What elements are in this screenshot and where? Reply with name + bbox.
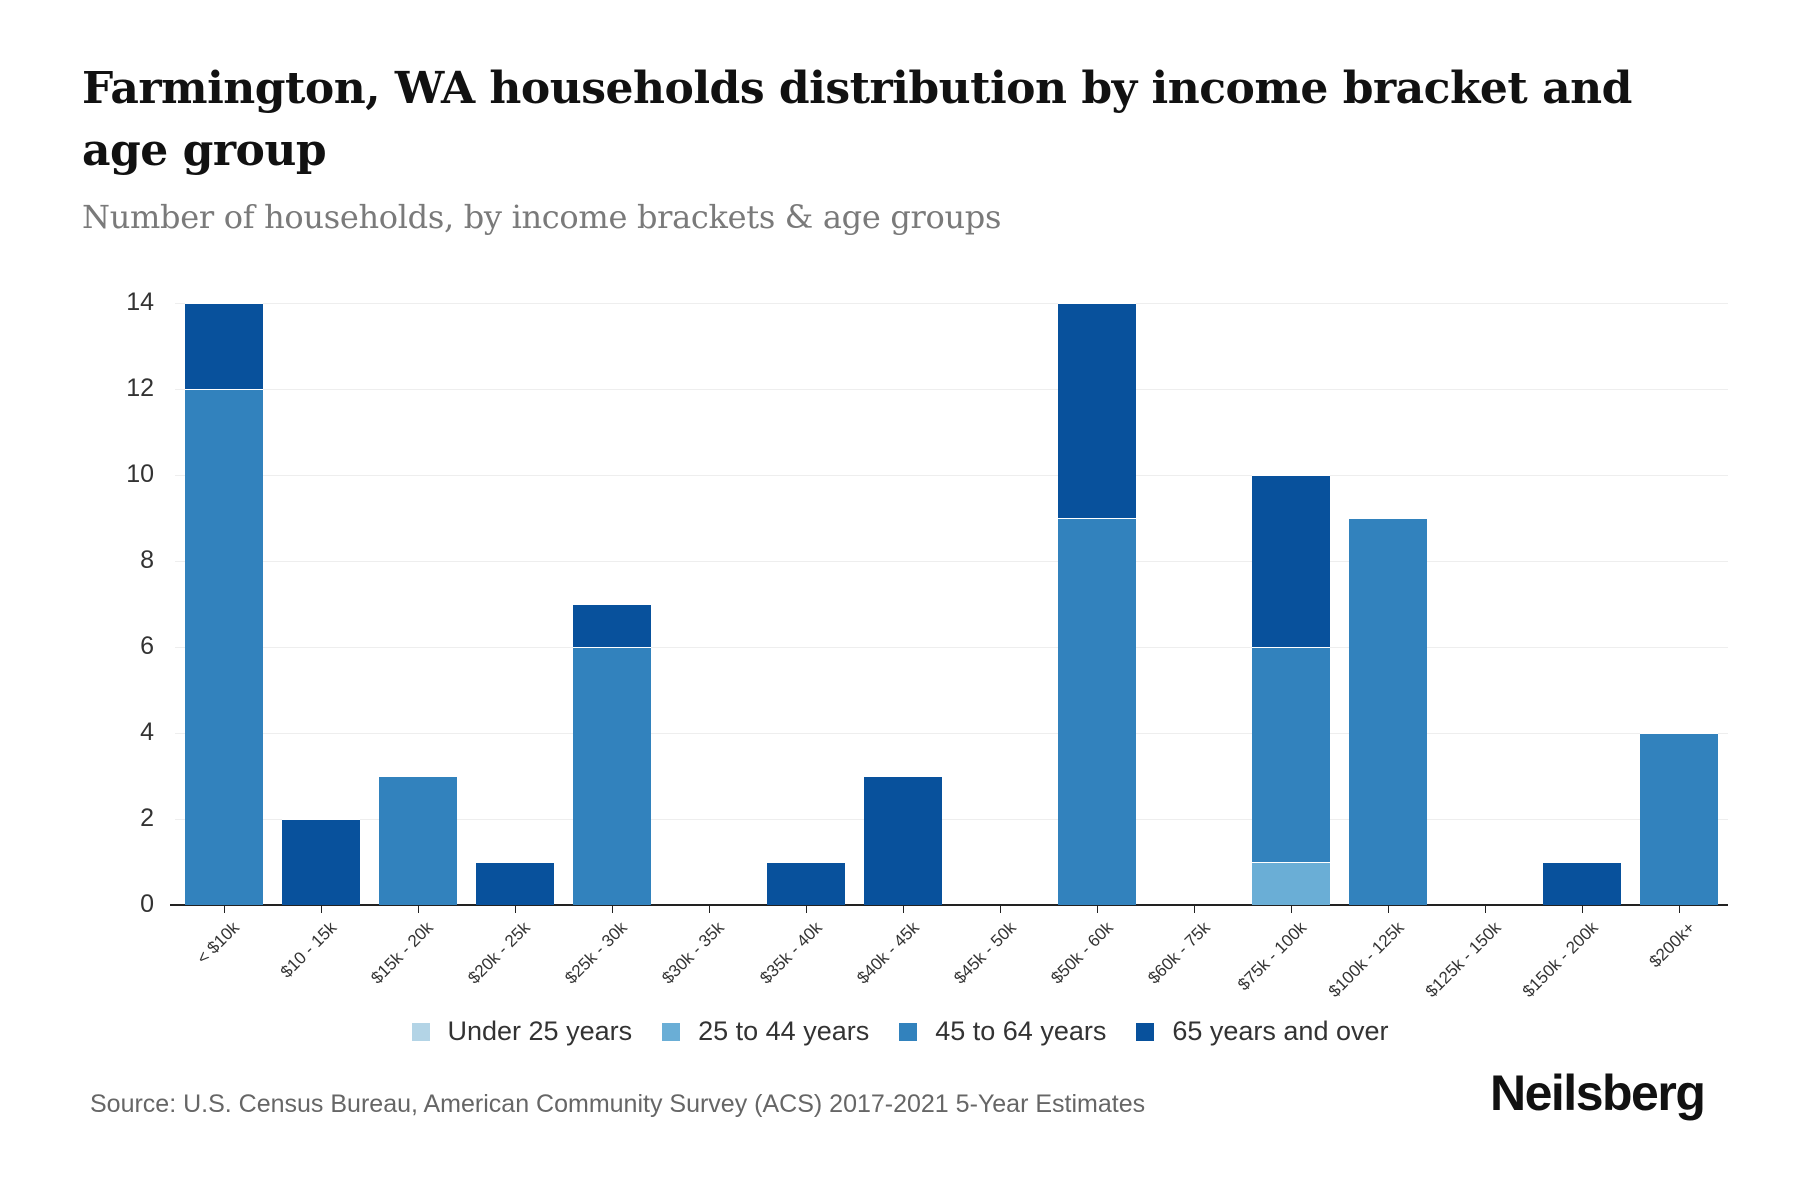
x-tick-label: $150k - 200k [1518,918,1602,1001]
y-tick-label: 8 [140,546,154,574]
bar-3[interactable] [475,862,554,905]
x-tick [1388,906,1390,913]
x-tick [611,906,613,913]
x-tick-label: $10 - 15k [276,918,341,982]
bar-segment[interactable] [184,389,263,905]
bar-segment[interactable] [1252,862,1331,905]
source-note: Source: U.S. Census Bureau, American Com… [90,1090,1146,1118]
neilsberg-logo: Neilsberg [1490,1065,1706,1121]
bar-segment[interactable] [863,776,942,905]
x-tick-label: $40k - 45k [852,918,923,988]
bar-4[interactable] [572,604,651,905]
gridline [175,647,1728,648]
bar-0[interactable] [184,303,263,905]
y-tick-label: 0 [140,890,154,918]
x-tick-label: $25k - 30k [561,918,632,988]
y-tick-label: 4 [140,718,154,746]
bar-segment[interactable] [378,776,457,905]
legend-label: Under 25 years [447,1016,633,1046]
x-tick-label: $75k - 100k [1234,918,1311,995]
bar-segment[interactable] [1058,518,1137,905]
x-tick [1679,906,1681,913]
y-tick-label: 12 [126,374,154,402]
x-tick [1194,906,1196,913]
bar-2[interactable] [378,776,457,905]
legend-label: 25 to 44 years [698,1016,870,1046]
bar-segment[interactable] [1640,733,1719,905]
bar-9[interactable] [1058,303,1137,905]
bar-segment[interactable] [281,819,360,905]
legend-swatch-icon [899,1022,918,1041]
bar-segment[interactable] [572,647,651,905]
x-tick [902,906,904,913]
x-tick [1291,906,1293,913]
x-tick-label: $60k - 75k [1144,918,1214,988]
legend-swatch-icon [411,1022,430,1041]
x-tick-label: $100k - 125k [1324,918,1408,1001]
gridline [175,561,1728,562]
legend-label: 65 years and over [1172,1016,1389,1046]
bar-11[interactable] [1252,475,1331,905]
legend-label: 45 to 64 years [935,1016,1107,1046]
bar-segment[interactable] [1058,303,1137,518]
x-tick-label: $200k+ [1645,918,1699,972]
x-tick-label: $20k - 25k [464,918,535,988]
gridline [175,389,1728,390]
bar-segment[interactable] [1252,475,1331,647]
legend: Under 25 years 25 to 44 years 45 to 64 y… [0,1016,1800,1047]
x-tick [1485,906,1487,913]
gridline [175,475,1728,476]
y-tick-label: 10 [126,460,154,488]
legend-item-65-plus[interactable]: 65 years and over [1136,1016,1389,1047]
x-tick-label: $50k - 60k [1046,918,1117,988]
x-axis-line [170,904,1728,906]
bar-7[interactable] [863,776,942,905]
x-tick [1000,906,1002,913]
gridline [175,819,1728,820]
chart-title: Farmington, WA households distribution b… [82,63,1632,176]
x-tick [417,906,419,913]
x-tick-label: < $10k [193,918,243,968]
bar-segment[interactable] [1252,647,1331,862]
y-tick-label: 2 [140,804,154,832]
bar-segment[interactable] [766,862,845,905]
x-tick [223,906,225,913]
bar-1[interactable] [281,819,360,905]
legend-item-25-44[interactable]: 25 to 44 years [662,1016,869,1047]
x-tick [1097,906,1099,913]
x-tick [320,906,322,913]
bar-segment[interactable] [184,303,263,389]
legend-swatch-icon [662,1022,681,1041]
bar-segment[interactable] [475,862,554,905]
x-tick-label: $125k - 150k [1421,918,1505,1001]
x-tick-label: $45k - 50k [949,918,1020,988]
bar-12[interactable] [1349,518,1428,905]
x-tick-label: $15k - 20k [367,918,438,988]
legend-item-under-25[interactable]: Under 25 years [411,1016,633,1047]
x-tick-label: $35k - 40k [755,918,826,988]
x-tick [514,906,516,913]
bar-15[interactable] [1640,733,1719,905]
x-tick [708,906,710,913]
bar-14[interactable] [1543,862,1622,905]
chart-subtitle: Number of households, by income brackets… [82,198,1002,236]
bar-segment[interactable] [1543,862,1622,905]
bar-6[interactable] [766,862,845,905]
y-tick-label: 6 [140,632,154,660]
y-tick-label: 14 [126,288,154,316]
x-tick-label: $30k - 35k [658,918,729,988]
x-tick [805,906,807,913]
legend-item-45-64[interactable]: 45 to 64 years [899,1016,1106,1047]
x-tick [1582,906,1584,913]
legend-swatch-icon [1136,1022,1155,1041]
bar-segment[interactable] [572,604,651,647]
gridline [175,303,1728,304]
gridline [175,733,1728,734]
bar-segment[interactable] [1349,518,1428,905]
